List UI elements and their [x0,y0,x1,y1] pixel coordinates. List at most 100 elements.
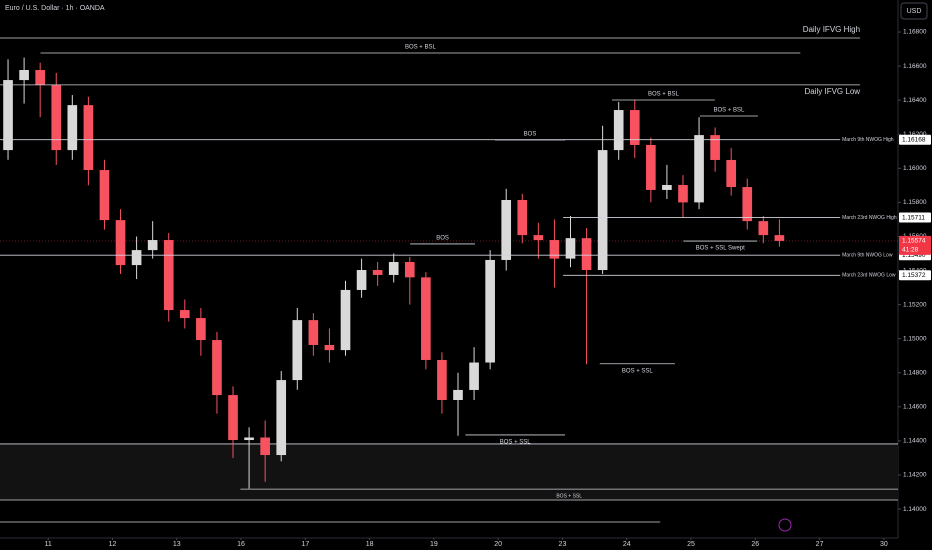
candle-body [742,187,753,222]
candle-body [565,238,576,259]
candle-body [726,159,737,188]
y-tick-label: 1.15000 [903,335,927,342]
x-tick-label: 23 [559,541,567,548]
annotation-label: BOS + SSL Swept [696,246,745,252]
price-label-bg [899,212,931,223]
candle-body [115,220,126,266]
candle-body [212,340,222,396]
candle-body [196,318,206,341]
x-tick-label: 25 [687,541,695,548]
countdown: 41:28 [902,247,919,254]
annotation-label: BOS + BSL [648,92,680,98]
x-tick-label: 16 [237,541,245,548]
x-tick-label: 19 [430,541,438,548]
candle-body [710,135,720,160]
candle-body [629,110,640,145]
candle-body [485,259,495,363]
y-tick-label: 1.16400 [903,97,927,104]
zone [0,443,898,501]
candle-body [147,240,158,251]
x-tick-label: 17 [301,541,309,548]
candle-body [163,240,174,311]
symbol-title: Euro / U.S. Dollar · 1h · OANDA [5,5,105,12]
annotation-label: BOS + SSL [500,440,532,446]
candle-body [533,235,544,241]
candle-body [67,105,78,151]
x-tick-label: 20 [494,541,502,548]
candle-body [276,380,287,456]
candle-body [774,235,785,241]
candle-body [662,185,672,190]
x-tick-label: 12 [109,541,117,548]
candle-body [501,200,512,260]
candle-body [646,144,656,190]
annotation-label: BOS + BSL [405,45,437,51]
candle-body [292,320,303,381]
candle-body [83,105,94,171]
y-tick-label: 1.16200 [903,131,927,138]
x-tick-label: 27 [816,541,824,548]
y-tick-label: 1.14600 [903,404,927,411]
annotation-label: March 23rd NWOG Low [842,273,896,279]
candle-body [3,80,13,151]
candle-body [356,270,367,290]
annotation-label: BOS + SSL [622,368,654,374]
currency-button[interactable] [900,2,928,20]
y-tick-label: 1.16800 [903,29,927,36]
candle-body [469,362,479,390]
annotation-label: Daily IFVG Low [804,87,860,96]
x-tick-label: 30 [880,541,888,548]
candle-body [324,344,335,351]
last-price-label: 1.15574 [902,238,926,245]
x-tick-label: 13 [173,541,181,548]
candle-body [131,250,142,266]
currency-label[interactable]: USD [907,8,922,15]
candle-body [517,200,528,236]
x-tick-label: 18 [366,541,374,548]
candle-body [437,359,447,401]
candle-body [453,389,463,401]
annotation-label: March 23rd NWOG High [842,215,897,221]
y-tick-label: 1.14800 [903,369,927,376]
candle-body [678,185,688,203]
candle-body [694,135,704,203]
annotation-label: BOS + BSL [714,108,746,114]
candle-body [99,170,110,221]
candle-body [340,289,351,351]
lightning-icon[interactable] [778,518,792,532]
price-label: 1.15490 [902,252,926,259]
candle-body [597,150,608,271]
annotation-label: BOS [436,236,449,242]
price-label-bg [899,270,931,281]
candle-body [260,437,270,456]
candle-body [228,395,238,441]
candle-body [372,270,383,275]
candle-body [35,70,45,86]
candle-body [581,238,592,271]
candle-body [179,310,190,319]
candle-body [549,240,560,259]
x-tick-label: 24 [623,541,631,548]
candle-body [404,262,415,278]
y-tick-label: 1.15800 [903,199,927,206]
y-tick-label: 1.16600 [903,63,927,70]
x-tick-label: 11 [45,541,52,548]
candle-body [244,437,254,441]
candle-body [421,277,431,360]
price-label: 1.15372 [902,272,926,279]
annotation-label: March 9th NWOG Low [842,253,893,259]
price-label: 1.15711 [902,214,925,221]
annotation-label: BOS [524,132,537,138]
annotation-label: Daily IFVG High [803,25,860,34]
y-tick-label: 1.15200 [903,301,927,308]
y-tick-label: 1.14200 [903,472,927,479]
candle-body [51,85,62,151]
annotation-label: BOS + SSL [556,493,582,499]
last-price-bg [899,235,931,255]
price-label-bg [899,134,931,145]
x-tick-label: 26 [751,541,759,548]
y-tick-label: 1.14400 [903,438,927,445]
price-label: 1.16168 [902,136,926,143]
candle-body [19,70,29,81]
